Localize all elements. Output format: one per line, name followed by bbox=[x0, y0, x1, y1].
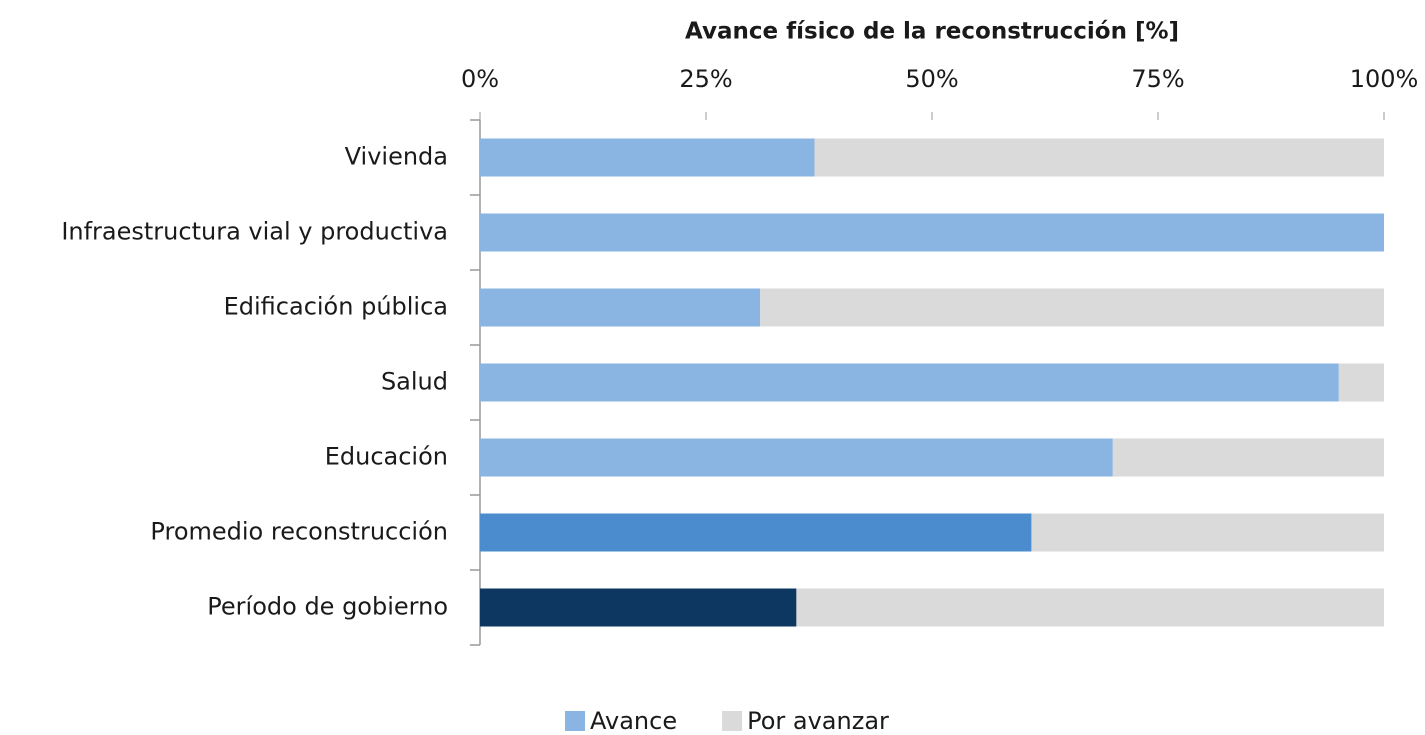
y-tick-label: Vivienda bbox=[345, 143, 448, 171]
chart-title: Avance físico de la reconstrucción [%] bbox=[685, 19, 1179, 45]
bar-segment bbox=[814, 138, 1384, 177]
y-tick-label: Período de gobierno bbox=[207, 593, 448, 621]
x-tick-label: 75% bbox=[1131, 65, 1184, 93]
bar-segment bbox=[480, 213, 1384, 252]
bar-segment bbox=[1031, 513, 1384, 552]
bar-segment bbox=[760, 288, 1384, 327]
y-tick-label: Infraestructura vial y productiva bbox=[61, 218, 448, 246]
bar-segment bbox=[480, 513, 1032, 552]
bar-segment bbox=[480, 138, 815, 177]
bar-segment bbox=[796, 588, 1384, 627]
y-tick-label: Educación bbox=[325, 443, 448, 471]
bar-segment bbox=[480, 438, 1113, 477]
x-tick-label: 50% bbox=[905, 65, 958, 93]
x-tick-label: 100% bbox=[1350, 65, 1419, 93]
legend-label: Por avanzar bbox=[747, 707, 889, 735]
bar-segment bbox=[1112, 438, 1384, 477]
y-tick-label: Promedio reconstrucción bbox=[150, 518, 448, 546]
y-tick-label: Salud bbox=[381, 368, 448, 396]
bar-segment bbox=[1338, 363, 1384, 402]
x-tick-label: 0% bbox=[461, 65, 499, 93]
bar-segment bbox=[480, 363, 1339, 402]
x-tick-label: 25% bbox=[679, 65, 732, 93]
legend-label: Avance bbox=[590, 707, 677, 735]
legend-swatch bbox=[565, 711, 585, 731]
legend-swatch bbox=[722, 711, 743, 731]
bar-segment bbox=[480, 588, 797, 627]
bar-segment bbox=[480, 288, 761, 327]
y-tick-label: Edificación pública bbox=[224, 293, 448, 321]
